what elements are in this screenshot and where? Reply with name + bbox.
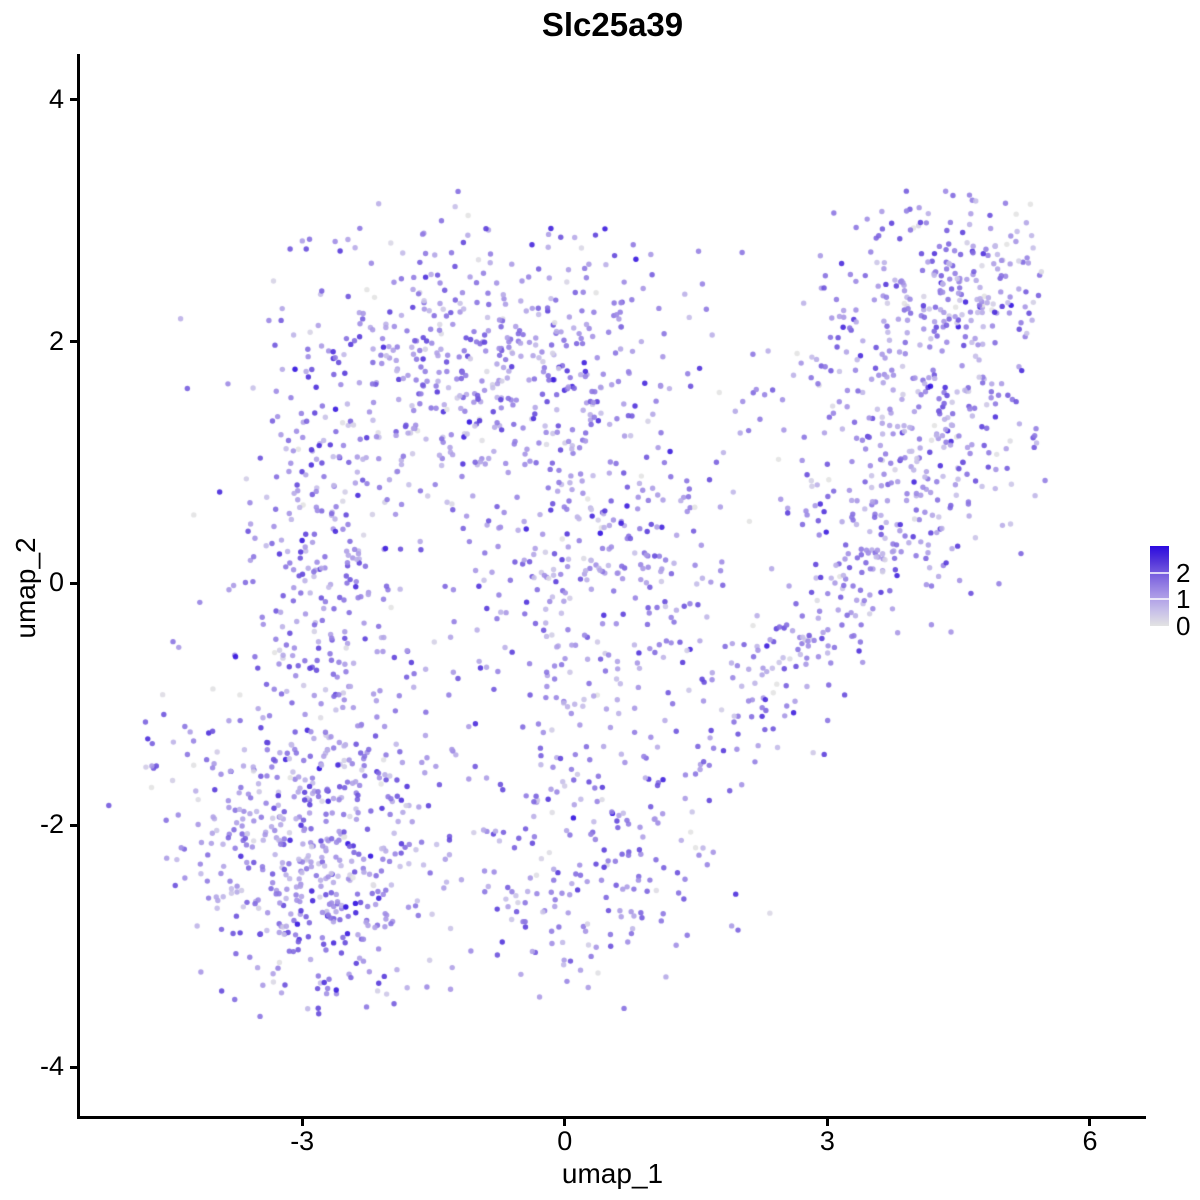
- x-axis-title: umap_1: [561, 1158, 664, 1189]
- y-tick-label: 2: [48, 325, 64, 356]
- legend-label: 0: [1176, 611, 1191, 641]
- legend-bar-tick: [1150, 598, 1169, 601]
- x-tick-label: 3: [819, 1126, 835, 1156]
- y-axis-title: umap_2: [10, 537, 41, 639]
- plot-title: Slc25a39: [541, 6, 684, 43]
- x-tick: [825, 1119, 829, 1126]
- y-tick: [70, 340, 77, 344]
- y-tick: [70, 581, 77, 585]
- y-tick-label: -2: [39, 809, 64, 840]
- y-tick-label: 0: [48, 567, 64, 598]
- legend-label: 1: [1176, 584, 1191, 615]
- legend-gradient-bar: [1150, 546, 1169, 626]
- legend-bar-tick: [1150, 571, 1169, 574]
- y-tick-label: -4: [39, 1051, 64, 1082]
- legend-label: 2: [1176, 557, 1191, 588]
- x-tick-label: -3: [290, 1126, 315, 1156]
- x-tick: [1088, 1119, 1092, 1126]
- y-tick: [70, 98, 77, 102]
- y-tick: [70, 823, 77, 827]
- x-tick-label: 0: [557, 1126, 573, 1156]
- x-tick: [300, 1119, 304, 1126]
- x-tick-label: 6: [1082, 1126, 1098, 1156]
- y-tick-label: 4: [48, 84, 64, 115]
- x-tick: [563, 1119, 567, 1126]
- y-tick: [70, 1065, 77, 1069]
